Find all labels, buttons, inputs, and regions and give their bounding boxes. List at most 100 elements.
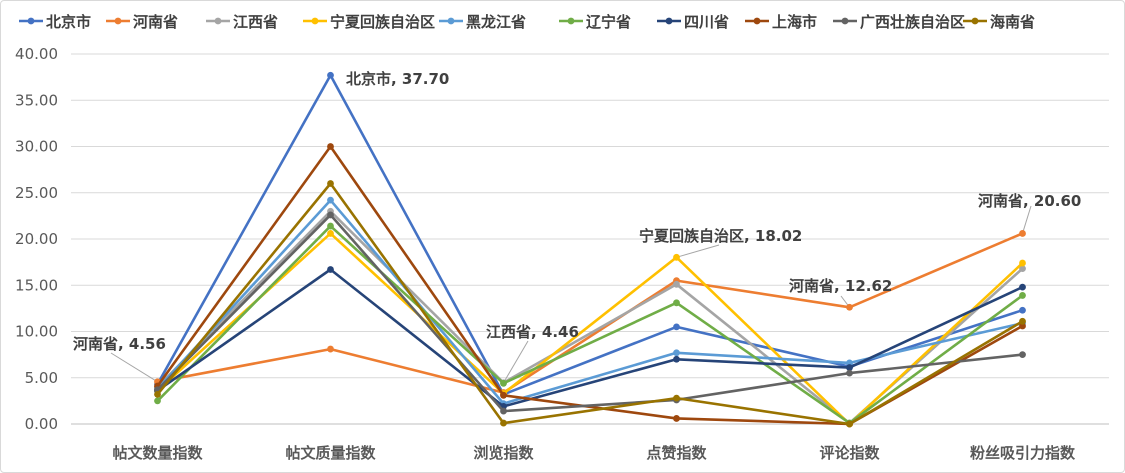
series-line [157, 232, 1024, 394]
legend-label: 宁夏回族自治区 [330, 13, 435, 31]
data-point [1019, 351, 1026, 359]
legend-label: 北京市 [46, 13, 91, 31]
data-point [1019, 292, 1026, 299]
data-point [673, 349, 680, 357]
legend-swatch-marker [665, 17, 673, 25]
x-tick-label: 点赞指数 [646, 444, 707, 462]
annotation-leader [110, 352, 158, 383]
data-label: 江西省, 4.46 [486, 323, 579, 341]
data-point [1019, 306, 1026, 314]
y-tick-label: 5.00 [25, 369, 58, 387]
y-tick-label: 15.00 [15, 276, 58, 294]
x-tick-label: 帖文数量指数 [112, 444, 203, 462]
legend-item: 宁夏回族自治区 [303, 13, 435, 31]
data-point [327, 211, 334, 219]
data-point [327, 180, 334, 187]
y-tick-label: 35.00 [15, 91, 58, 109]
data-point [327, 143, 334, 150]
data-point [500, 419, 507, 427]
y-tick-label: 25.00 [15, 184, 58, 202]
data-point [846, 364, 853, 371]
series-海南省 [154, 180, 1026, 428]
legend-swatch-marker [841, 17, 849, 25]
data-point [500, 391, 507, 399]
x-tick-label: 评论指数 [819, 444, 880, 462]
legend-label: 河南省 [133, 13, 178, 31]
data-point [673, 253, 680, 261]
data-point [673, 280, 680, 288]
legend-label: 广西壮族自治区 [860, 13, 965, 31]
data-point [327, 71, 334, 79]
legend: 北京市 河南省 江西省 宁夏回族自治区 黑龙江省 辽宁省 四川省 上海市 广西壮族自治区 海南省 [19, 13, 1035, 31]
data-label: 河南省, 12.62 [789, 277, 892, 295]
legend-swatch-marker [214, 17, 222, 25]
data-point [1019, 283, 1026, 291]
x-tick-label: 浏览指数 [473, 444, 534, 462]
legend-label: 黑龙江省 [466, 13, 526, 31]
data-point [327, 196, 334, 204]
legend-item: 北京市 [19, 13, 91, 31]
legend-item: 黑龙江省 [439, 13, 526, 31]
legend-item: 江西省 [206, 13, 278, 31]
data-point [1019, 230, 1026, 237]
legend-swatch-marker [753, 17, 761, 25]
data-point [673, 355, 680, 363]
y-tick-label: 30.00 [15, 138, 58, 156]
data-point [846, 303, 853, 311]
annotation-leader [503, 340, 529, 383]
series-line [156, 224, 1024, 425]
data-label: 河南省, 4.56 [73, 335, 166, 353]
annotation-leader [1022, 205, 1032, 234]
series-河南省 [154, 230, 1026, 396]
data-point [154, 397, 161, 405]
legend-swatch-marker [447, 17, 455, 25]
legend-item: 上海市 [745, 13, 817, 31]
data-point [673, 415, 680, 422]
legend-item: 辽宁省 [559, 13, 631, 31]
legend-swatch-marker [27, 17, 35, 25]
legend-swatch-marker [311, 17, 319, 25]
y-tick-label: 0.00 [25, 415, 58, 433]
data-label: 河南省, 20.60 [978, 192, 1081, 210]
y-tick-label: 10.00 [15, 323, 58, 341]
data-point [673, 299, 680, 307]
legend-item: 河南省 [106, 13, 178, 31]
data-point [1019, 317, 1026, 325]
legend-swatch-marker [567, 17, 575, 25]
series-line [156, 268, 1024, 408]
data-point [327, 222, 334, 230]
legend-label: 海南省 [990, 13, 1035, 31]
legend-label: 辽宁省 [586, 13, 631, 31]
data-point [846, 420, 853, 428]
data-point [327, 345, 334, 353]
data-point [846, 369, 853, 377]
data-point [500, 379, 507, 387]
annotation-leader [676, 244, 720, 258]
legend-item: 广西壮族自治区 [833, 13, 965, 31]
data-label: 北京市, 37.70 [346, 70, 449, 88]
data-point [673, 394, 680, 402]
data-point [327, 230, 334, 237]
x-tick-label: 粉丝吸引力指数 [970, 444, 1076, 462]
series-广西壮族自治区 [154, 211, 1026, 415]
data-point [327, 266, 334, 273]
legend-label: 上海市 [772, 13, 817, 31]
legend-swatch-marker [971, 17, 979, 25]
series-北京市 [154, 71, 1026, 398]
legend-item: 四川省 [657, 13, 729, 31]
data-point [1019, 259, 1026, 267]
data-label: 宁夏回族自治区, 18.02 [639, 227, 802, 245]
y-tick-label: 20.00 [15, 230, 58, 248]
data-point [1019, 265, 1026, 272]
x-tick-label: 帖文质量指数 [285, 444, 376, 462]
legend-swatch-marker [114, 17, 122, 25]
y-tick-label: 40.00 [15, 45, 58, 63]
data-point [673, 323, 680, 331]
series-line [156, 182, 1024, 426]
series-line [156, 198, 1023, 405]
data-point [154, 391, 161, 398]
series-line [156, 213, 1023, 413]
legend-label: 江西省 [233, 13, 278, 31]
legend-item: 海南省 [963, 13, 1035, 31]
